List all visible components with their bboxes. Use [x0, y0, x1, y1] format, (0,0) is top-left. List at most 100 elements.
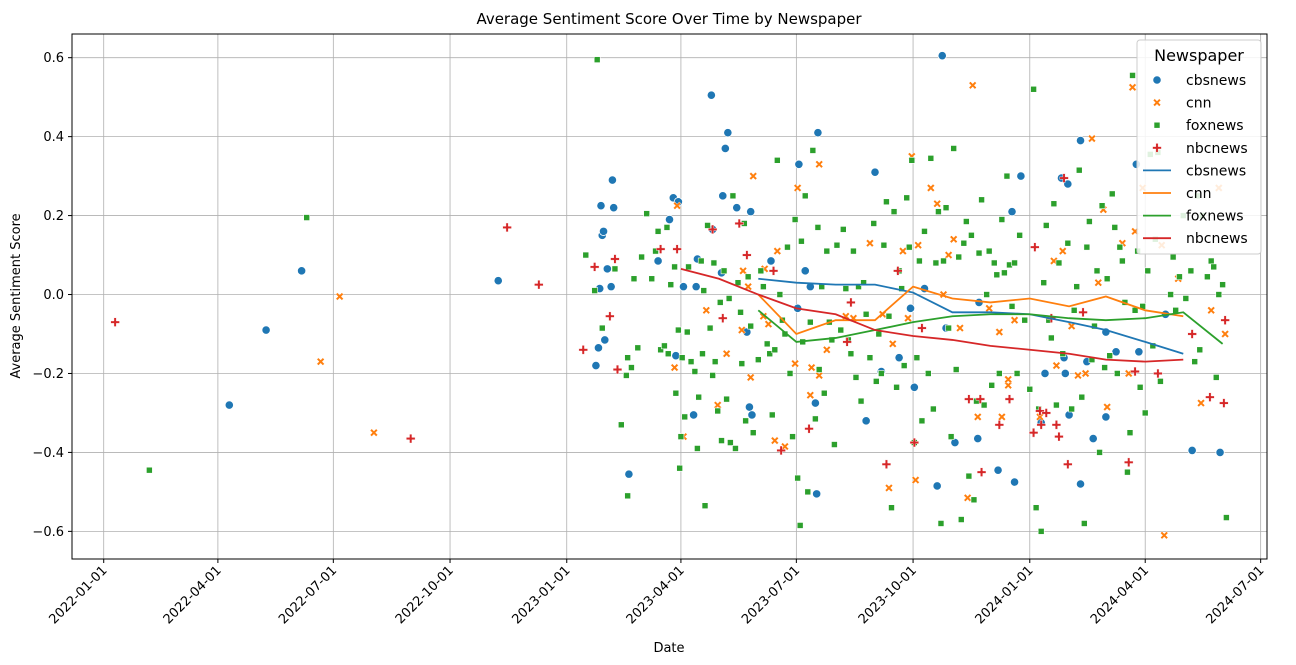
point-cbsnews [993, 465, 1003, 475]
point-cnn [968, 81, 977, 90]
point-foxnews [706, 324, 714, 332]
point-foxnews [624, 492, 631, 500]
point-nbcnews [578, 345, 588, 355]
point-foxnews [643, 210, 650, 217]
point-foxnews [1086, 218, 1093, 225]
point-foxnews [1098, 202, 1106, 210]
line-series-nbcnews [680, 267, 1184, 363]
point-cnn [673, 201, 682, 210]
point-foxnews [908, 157, 916, 164]
point-foxnews [809, 147, 817, 154]
point-foxnews [1032, 504, 1040, 511]
point-cbsnews [723, 128, 733, 138]
point-foxnews [839, 226, 847, 233]
point-foxnews [932, 259, 940, 267]
point-foxnews [975, 249, 983, 257]
point-foxnews [704, 222, 711, 229]
point-foxnews [978, 196, 985, 204]
point-cbsnews [1101, 412, 1111, 422]
point-foxnews [860, 279, 867, 286]
point-nbcnews [590, 262, 600, 272]
point-foxnews [852, 374, 860, 381]
x-tick-label: 2022-10-01 [393, 563, 457, 627]
point-nbcnews [994, 420, 1004, 430]
point-foxnews [738, 360, 746, 367]
point-nbcnews [734, 218, 744, 229]
point-cbsnews [591, 360, 601, 371]
point-cnn [806, 391, 815, 400]
point-foxnews [1136, 383, 1144, 391]
point-cbsnews [1063, 179, 1073, 189]
point-foxnews [661, 342, 668, 350]
point-foxnews [716, 299, 724, 306]
point-cnn [1052, 361, 1061, 370]
x-tick-label: 2023-01-01 [510, 563, 574, 627]
point-foxnews [955, 253, 963, 261]
point-foxnews [685, 263, 692, 271]
legend-box [1136, 39, 1262, 255]
point-foxnews [1008, 303, 1016, 310]
point-cnn [807, 363, 816, 372]
point-nbcnews [110, 317, 120, 327]
point-foxnews [623, 372, 630, 379]
point-cbsnews [718, 191, 728, 201]
point-foxnews [718, 437, 725, 444]
legend-label: foxnews [1186, 118, 1244, 134]
point-cbsnews [744, 402, 755, 412]
point-foxnews [694, 445, 701, 452]
point-nbcnews [846, 297, 856, 308]
point-nbcnews [1004, 394, 1015, 404]
point-foxnews [657, 346, 664, 354]
point-foxnews [921, 228, 928, 235]
legend-label: cnn [1186, 186, 1211, 202]
point-cbsnews [596, 201, 606, 211]
point-nbcnews [909, 437, 919, 448]
point-cnn [963, 493, 972, 502]
point-foxnews [737, 308, 744, 316]
point-foxnews [691, 368, 699, 375]
point-cnn [770, 436, 779, 445]
point-cbsnews [747, 410, 757, 420]
point-nbcnews [502, 222, 512, 233]
point-foxnews [611, 265, 619, 273]
point-cbsnews [671, 351, 681, 361]
point-foxnews [1083, 243, 1091, 251]
legend-label: foxnews [1186, 209, 1244, 225]
point-foxnews [747, 322, 754, 330]
point-foxnews [763, 340, 771, 348]
point-cnn [822, 345, 831, 354]
point-foxnews [699, 350, 706, 358]
point-foxnews [828, 336, 836, 344]
point-cbsnews [1088, 434, 1098, 444]
point-foxnews [1064, 239, 1072, 247]
y-axis: −0.6 −0.4 −0.2 0.0 0.2 0.4 0.6 [32, 51, 72, 540]
point-foxnews [1157, 378, 1164, 385]
point-foxnews [648, 275, 656, 283]
point-foxnews [1212, 374, 1220, 381]
point-foxnews [883, 198, 890, 206]
point-foxnews [628, 364, 635, 371]
point-foxnews [784, 243, 791, 251]
x-tick-label: 2022-04-01 [161, 563, 225, 627]
legend-label: cnn [1186, 96, 1211, 112]
point-foxnews [1103, 275, 1111, 283]
point-foxnews [837, 326, 845, 334]
point-cbsnews [1134, 347, 1144, 357]
point-foxnews [582, 251, 590, 259]
point-foxnews [1096, 449, 1103, 456]
point-foxnews [1129, 72, 1136, 79]
x-tick-label: 2024-07-01 [1203, 563, 1267, 627]
point-foxnews [857, 397, 865, 405]
point-foxnews [1126, 429, 1134, 436]
x-tick-label: 2023-10-01 [856, 563, 920, 627]
point-cnn [773, 247, 782, 256]
point-cnn [722, 349, 731, 358]
point-cbsnews [609, 203, 619, 213]
point-foxnews [1196, 346, 1204, 354]
point-cnn [903, 314, 913, 323]
point-cnn [995, 327, 1004, 337]
point-foxnews [918, 417, 926, 425]
point-foxnews [700, 287, 708, 294]
point-cnn [1128, 83, 1137, 92]
line-series-cbsnews [758, 277, 1184, 355]
